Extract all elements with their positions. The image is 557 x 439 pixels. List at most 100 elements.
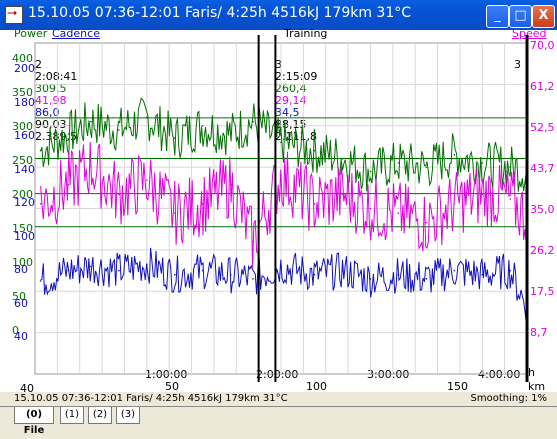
marker-3-time: 2:15:09 — [275, 70, 318, 83]
marker-3-power: 260,4 — [275, 82, 307, 95]
tab-2[interactable]: (2) — [88, 407, 112, 424]
speed-axis-tick: 26,2 — [530, 244, 555, 257]
series-point-power — [481, 162, 484, 164]
status-bar: 15.10.05 07:36-12:01 Faris/ 4:25h 4516kJ… — [0, 392, 557, 406]
speed-axis-tick: 70,0 — [530, 39, 555, 52]
window-title: 15.10.05 07:36-12:01 Faris/ 4:25h 4516kJ… — [28, 5, 412, 21]
cadence-header[interactable]: Cadence — [52, 27, 100, 40]
marker-2-hr: 41,98 — [35, 94, 67, 107]
series-point-speed — [229, 184, 232, 186]
series-point-cadence — [369, 278, 372, 280]
series-point-cadence — [252, 278, 254, 280]
cadence-axis-tick: 80 — [14, 263, 28, 276]
app-icon[interactable] — [5, 5, 23, 24]
km-unit-label: km — [528, 380, 546, 393]
series-point-power — [146, 116, 148, 119]
series-point-speed — [509, 198, 512, 200]
series-point-power — [397, 162, 400, 164]
series-point-power — [229, 133, 232, 135]
smoothing-status: Smoothing: 1% — [470, 393, 547, 404]
series-point-cadence — [397, 273, 400, 276]
close-button[interactable]: X — [532, 5, 555, 28]
chart-client-area: Power Cadence Training Speed 400 350 300 25… — [0, 27, 557, 436]
power-header: Power — [14, 27, 48, 40]
marker-2-label: 2 — [35, 58, 42, 71]
cadence-axis-tick: 180 — [14, 95, 35, 109]
series-point-speed — [313, 202, 316, 205]
series-point-speed — [201, 202, 204, 205]
series-point-power — [201, 124, 204, 127]
power-axis-tick: 150 — [12, 222, 33, 235]
status-summary: 15.10.05 07:36-12:01 Faris/ 4:25h 4516kJ… — [14, 393, 288, 404]
marker-2-speed: 90,03 — [35, 118, 67, 131]
series-point-cadence — [173, 273, 176, 276]
series-point-cadence — [509, 269, 512, 272]
minimize-button[interactable]: _ — [486, 5, 509, 28]
maximize-button[interactable]: □ — [509, 5, 532, 28]
speed-axis-tick: 17,5 — [530, 285, 555, 298]
series-point-power — [39, 149, 42, 152]
series-point-power — [369, 170, 372, 173]
km-axis-tick: 50 — [165, 380, 179, 393]
series-point-cadence — [313, 273, 316, 276]
series-point-speed — [90, 165, 92, 167]
tab-1[interactable]: (1) — [60, 407, 84, 424]
series-point-speed — [369, 207, 372, 210]
power-axis-tick: 0 — [12, 324, 19, 337]
tab-file[interactable]: (0) File — [14, 407, 54, 436]
series-point-cadence — [229, 273, 232, 276]
speed-axis-tick: 52,5 — [530, 121, 555, 134]
cadence-axis-tick: 200 — [14, 62, 35, 75]
marker-3-hr: 29,14 — [275, 94, 307, 107]
power-axis-tick: 100 — [12, 256, 33, 269]
speed-axis-tick: 35,0 — [530, 203, 555, 216]
series-point-cadence — [453, 269, 456, 272]
series-point-cadence — [118, 269, 120, 272]
series-point-cadence — [146, 263, 148, 266]
marker-2-cadence: 86,0 — [35, 106, 60, 119]
series-point-cadence — [39, 280, 42, 282]
power-axis-tick: 250 — [12, 154, 33, 167]
series-point-power — [252, 120, 254, 123]
speed-axis-tick: 43,7 — [530, 162, 555, 175]
series-point-speed — [146, 179, 148, 181]
series-point-power — [67, 133, 70, 135]
marker-2-power: 309,5 — [35, 82, 67, 95]
training-chart[interactable] — [0, 30, 557, 392]
series-point-cadence — [481, 273, 484, 276]
km-axis-tick: 150 — [447, 380, 468, 393]
series-point-power — [453, 153, 456, 156]
marker-right-label: 3 — [514, 58, 521, 71]
cadence-axis-tick: 100 — [14, 229, 35, 243]
series-point-speed — [341, 193, 344, 196]
speed-axis-tick: 8,7 — [530, 326, 548, 339]
series-point-speed — [67, 184, 70, 186]
tab-bar: (0) File (1) (2) (3) — [0, 406, 557, 436]
series-point-power — [173, 137, 176, 139]
power-axis-tick: 50 — [12, 290, 26, 303]
title-bar: 15.10.05 07:36-12:01 Faris/ 4:25h 4516kJ… — [0, 0, 557, 30]
km-axis-tick: 100 — [306, 380, 327, 393]
marker-3-label: 3 — [275, 58, 282, 71]
series-point-power — [280, 141, 282, 144]
series-point-power — [90, 120, 92, 123]
marker-3-speed: 88,15 — [275, 118, 307, 131]
speed-header[interactable]: Speed — [512, 27, 547, 40]
series-point-cadence — [341, 269, 344, 272]
series-point-speed — [252, 240, 254, 243]
x-start-tick: 40 — [20, 382, 34, 395]
series-point-speed — [453, 202, 456, 205]
cadence-axis-tick: 120 — [14, 196, 35, 209]
power-axis-tick: 400 — [12, 52, 33, 65]
tab-3[interactable]: (3) — [116, 407, 140, 424]
series-point-speed — [397, 212, 400, 215]
speed-axis-tick: 61,2 — [530, 80, 555, 93]
h-unit-label: h — [528, 366, 535, 379]
power-axis-tick: 300 — [12, 120, 33, 133]
training-header: Training — [284, 27, 328, 40]
marker-2-time: 2:08:41 — [35, 70, 78, 83]
series-point-speed — [118, 193, 120, 196]
series-point-cadence — [67, 269, 70, 272]
power-axis-tick: 350 — [12, 86, 33, 99]
power-axis-tick: 200 — [12, 188, 33, 201]
